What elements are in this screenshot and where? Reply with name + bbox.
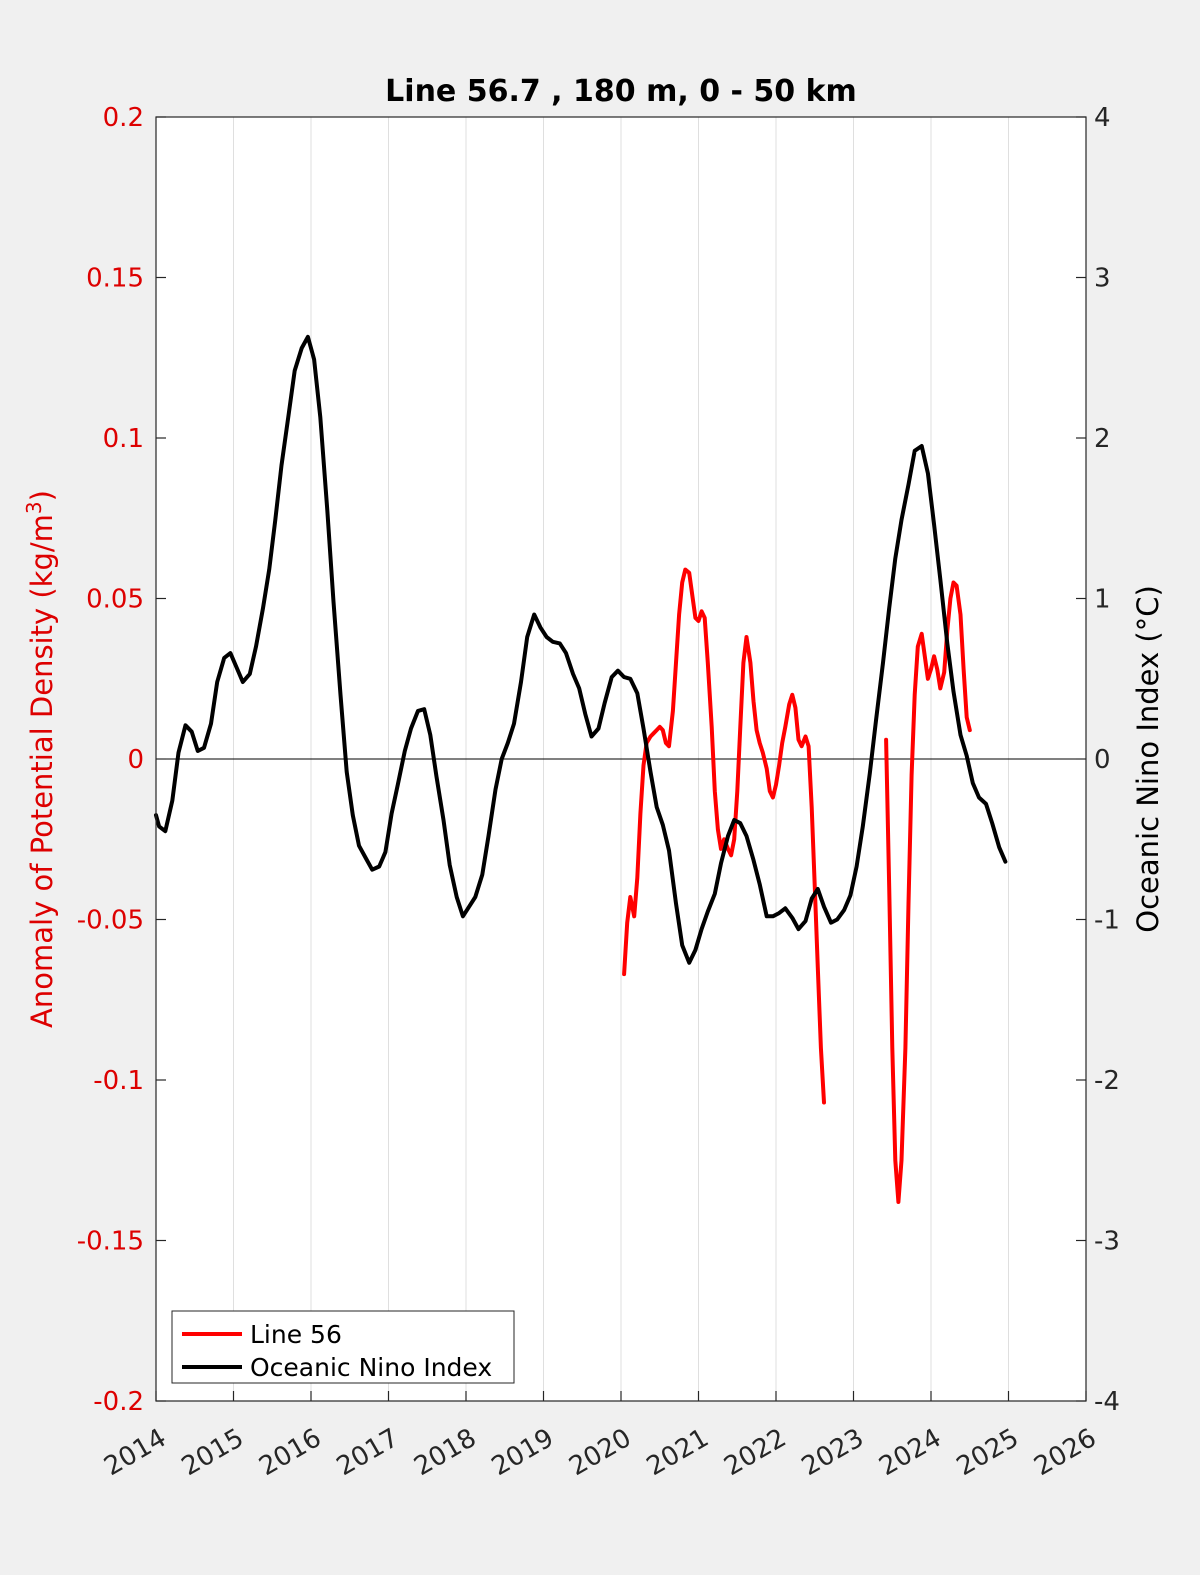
- right-tick-label-3: 1: [1094, 585, 1111, 615]
- left-tick-label-8: -0.2: [93, 1387, 144, 1417]
- series-oni-line-0: [154, 334, 1008, 965]
- right-tick-label-2: 2: [1094, 424, 1111, 454]
- series-line56-line-0: [622, 567, 826, 1105]
- x-tick-label-2021: 2021: [642, 1423, 714, 1482]
- left-tick-label-0: 0.2: [103, 103, 144, 133]
- left-tick-label-1: 0.15: [86, 264, 144, 294]
- legend-box: [171, 1310, 515, 1384]
- right-y-axis-label: Oceanic Nino Index (°C): [1131, 585, 1165, 933]
- x-tick-label-2023: 2023: [797, 1423, 869, 1482]
- x-tick-label-2015: 2015: [177, 1423, 249, 1482]
- series-line56-line-1: [884, 580, 972, 1204]
- x-tick-label-2025: 2025: [952, 1423, 1024, 1482]
- left-y-axis: 0.2 0.15 0.1 0.05 0 -0.05 -0.1 -0.15 -0.2: [77, 103, 166, 1417]
- x-tick-label-2022: 2022: [719, 1423, 791, 1482]
- right-tick-label-6: -2: [1094, 1066, 1120, 1096]
- x-tick-label-2016: 2016: [254, 1423, 326, 1482]
- left-y-axis-label: Anomaly of Potential Density (kg/m3): [22, 490, 59, 1028]
- x-tick-label-2014: 2014: [99, 1423, 171, 1482]
- left-tick-label-5: -0.05: [77, 906, 144, 936]
- x-tick-label-2024: 2024: [874, 1423, 946, 1482]
- left-tick-label-6: -0.1: [93, 1066, 144, 1096]
- right-tick-label-5: -1: [1094, 906, 1120, 936]
- right-tick-label-8: -4: [1094, 1387, 1120, 1417]
- chart-title: Line 56.7 , 180 m, 0 - 50 km: [385, 74, 857, 109]
- legend-label-oni: Oceanic Nino Index: [250, 1353, 492, 1382]
- series-layer: [154, 334, 1008, 1204]
- x-axis: 2014 2015 2016 2017 2018 2019 2020 2021 2022 2023…: [99, 1391, 1102, 1482]
- left-tick-label-2: 0.1: [103, 424, 144, 454]
- legend: Line 56 Oceanic Nino Index: [171, 1310, 515, 1384]
- x-tick-label-2017: 2017: [332, 1423, 404, 1482]
- left-tick-label-3: 0.05: [86, 585, 144, 615]
- right-tick-label-7: -3: [1094, 1227, 1120, 1257]
- right-tick-label-1: 3: [1094, 264, 1111, 294]
- right-y-axis: 4 3 2 1 0 -1 -2 -3 -4: [1076, 103, 1120, 1417]
- x-tick-label-2019: 2019: [487, 1423, 559, 1482]
- right-tick-label-0: 4: [1094, 103, 1111, 133]
- left-tick-label-4: 0: [127, 745, 144, 775]
- legend-label-line56: Line 56: [250, 1320, 342, 1349]
- left-tick-label-7: -0.15: [77, 1227, 144, 1257]
- x-tick-label-2026: 2026: [1029, 1423, 1101, 1482]
- x-tick-label-2018: 2018: [409, 1423, 481, 1482]
- right-tick-label-4: 0: [1094, 745, 1111, 775]
- x-tick-label-2020: 2020: [564, 1423, 636, 1482]
